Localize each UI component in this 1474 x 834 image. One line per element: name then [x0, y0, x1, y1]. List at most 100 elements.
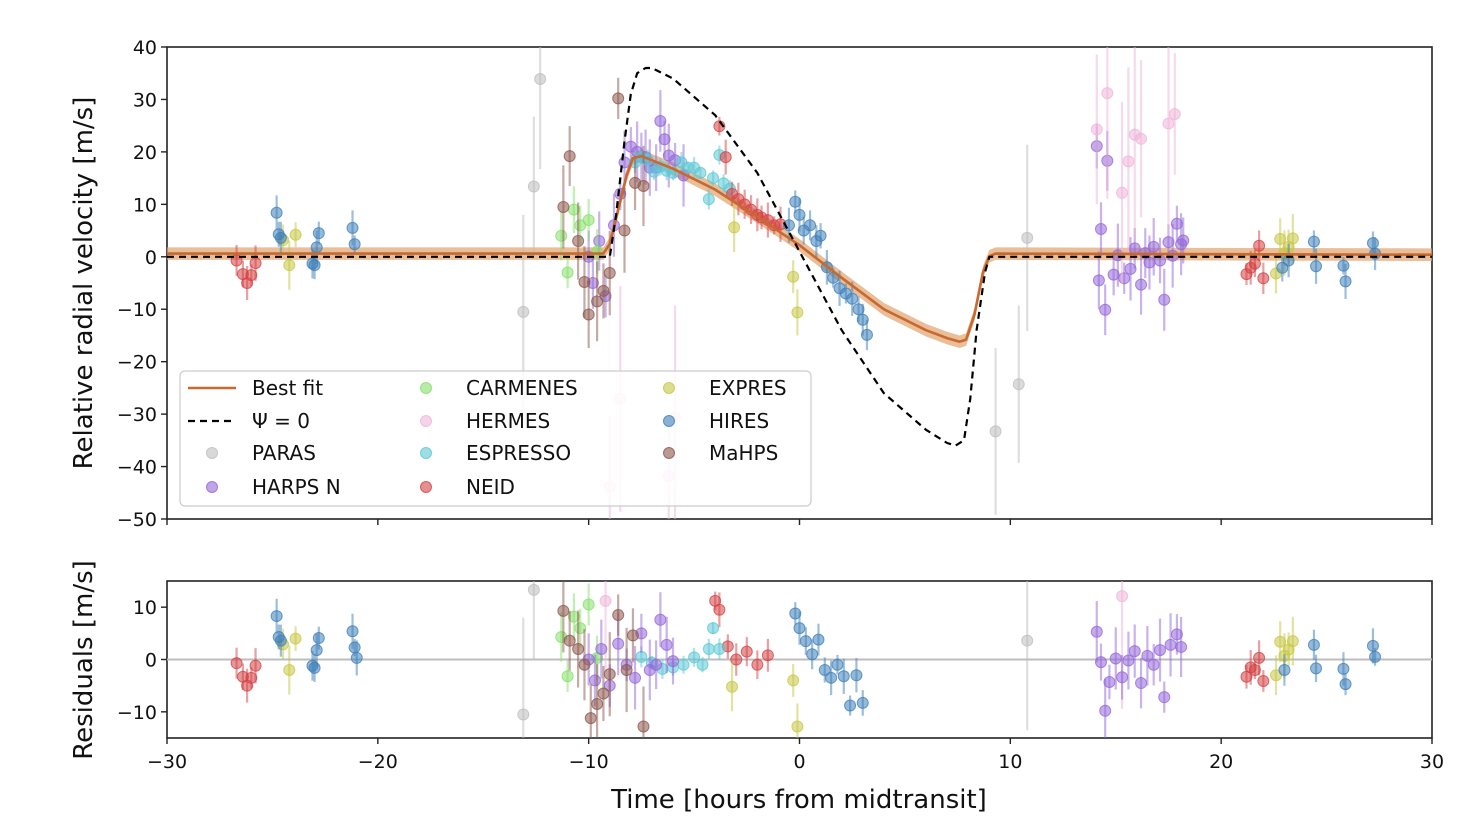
top-y-ticks: −50 −40 −30 −20 −10 0 10 20 30 40	[117, 37, 167, 531]
point-expres	[787, 270, 800, 283]
point-hermes	[1116, 186, 1129, 199]
point-harps-n	[1094, 222, 1107, 235]
point-hermes	[1122, 155, 1135, 168]
point-paras	[534, 72, 547, 85]
point-mahps	[637, 179, 650, 192]
residual-point-espresso	[635, 650, 648, 663]
point-hires	[814, 229, 827, 242]
legend-swatch-harps-n	[206, 481, 218, 493]
residual-point-harps-n	[660, 638, 673, 651]
legend-label-carmenes: CARMENES	[466, 376, 578, 400]
residual-point-mahps	[603, 668, 616, 681]
point-espresso	[694, 166, 707, 179]
legend-label-neid: NEID	[466, 475, 515, 499]
point-harps-n	[1147, 240, 1160, 253]
residual-point-mahps	[584, 712, 597, 725]
residual-point-mahps	[626, 629, 639, 642]
point-hires	[789, 195, 802, 208]
point-mahps	[563, 150, 576, 163]
residual-point-harps-n	[1109, 652, 1122, 665]
residual-point-hires	[806, 648, 819, 661]
point-harps-n	[1162, 236, 1175, 249]
residual-point-harps-n	[1090, 625, 1103, 638]
point-harps-n	[1158, 293, 1171, 306]
bottom-xtick-label: −10	[569, 751, 609, 773]
point-harps-n	[658, 133, 671, 146]
bottom-xtick-label: 0	[793, 751, 805, 773]
point-expres	[791, 306, 804, 319]
residual-point-neid	[761, 649, 774, 662]
top-ytick-label: −40	[117, 457, 157, 479]
residual-point-hires	[312, 632, 325, 645]
residual-point-mahps	[597, 687, 610, 700]
legend-label-hermes: HERMES	[466, 409, 550, 433]
residual-point-neid	[245, 671, 258, 684]
point-hires	[793, 208, 806, 221]
residual-point-hires	[812, 633, 825, 646]
top-x-ticks	[166, 519, 1433, 525]
legend-label-hires: HIRES	[709, 409, 769, 433]
residual-point-mahps	[620, 663, 633, 676]
residual-point-hires	[825, 671, 838, 684]
best-fit-band	[167, 149, 1432, 349]
residual-point-hermes	[599, 594, 612, 607]
bottom-y-ticks: −10 0 10	[117, 597, 167, 724]
residual-point-neid	[1257, 674, 1270, 687]
legend-swatch-paras	[206, 447, 218, 459]
point-neid	[719, 151, 732, 164]
point-expres	[1274, 232, 1287, 245]
residual-point-expres	[1286, 635, 1299, 648]
top-ytick-label: 0	[145, 247, 157, 269]
residual-point-neid	[1253, 651, 1266, 664]
point-harps-n	[593, 235, 606, 248]
residual-point-harps-n	[667, 655, 679, 668]
point-paras	[989, 425, 1002, 438]
residual-point-hires	[346, 625, 359, 638]
legend-label-mahps: MaHPS	[709, 441, 778, 465]
residual-point-neid	[730, 653, 743, 666]
residual-point-harps-n	[654, 613, 667, 626]
best-fit-line	[167, 154, 1432, 343]
point-hires	[1307, 235, 1320, 248]
point-hires	[846, 292, 859, 305]
residual-point-espresso	[713, 643, 726, 656]
top-ytick-label: 40	[133, 37, 157, 59]
point-hires	[1337, 259, 1350, 272]
residual-point-hires	[1278, 663, 1291, 676]
residual-point-hires	[1337, 662, 1350, 675]
point-mahps	[591, 295, 604, 308]
legend-swatch-hires	[663, 415, 675, 427]
top-y-axis-label: Relative radial velocity [m/s]	[69, 97, 99, 470]
residual-point-harps-n	[612, 637, 625, 650]
residual-point-mahps	[563, 634, 576, 647]
point-expres	[728, 221, 741, 234]
residual-point-hires	[310, 644, 323, 657]
legend-label-espresso: ESPRESSO	[466, 441, 571, 465]
residual-point-neid	[249, 659, 262, 672]
bottom-xtick-label: 20	[1209, 751, 1233, 773]
point-hermes	[1162, 117, 1175, 130]
point-harps-n	[1092, 274, 1105, 287]
point-mahps	[578, 275, 591, 288]
residual-point-hires	[270, 610, 283, 623]
residual-point-hires	[831, 658, 844, 671]
residual-point-hires	[350, 651, 363, 664]
residual-point-expres	[726, 680, 739, 693]
point-mahps	[618, 224, 631, 237]
point-hires	[348, 238, 361, 251]
residual-point-harps-n	[1094, 656, 1107, 669]
point-hermes	[1090, 123, 1103, 136]
residual-point-hires	[850, 669, 863, 682]
legend-label-best-fit: Best fit	[252, 376, 323, 400]
point-hires	[346, 221, 359, 234]
residual-point-mahps	[572, 643, 585, 656]
residual-point-hires	[1369, 650, 1382, 663]
residual-point-paras	[1021, 634, 1034, 647]
residual-point-harps-n	[1099, 704, 1112, 717]
point-hires	[310, 241, 323, 254]
residual-point-harps-n	[1170, 628, 1183, 641]
bottom-ytick-label: 10	[133, 597, 157, 619]
bottom-ytick-label: −10	[117, 702, 157, 724]
residual-point-hires	[1310, 662, 1323, 675]
